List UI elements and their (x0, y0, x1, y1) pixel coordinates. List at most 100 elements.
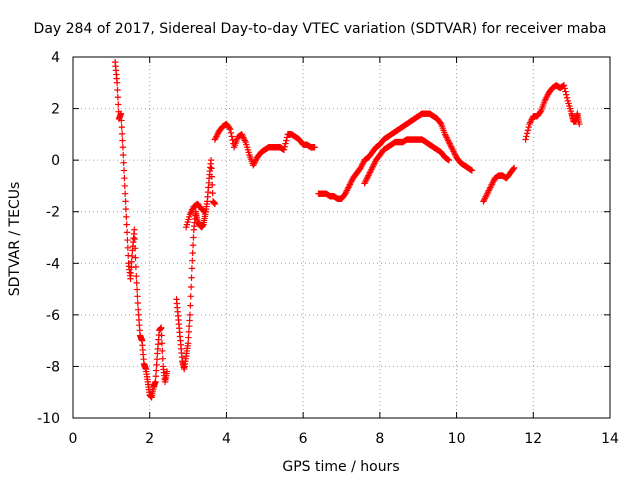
data-point (209, 181, 216, 189)
data-point (207, 156, 215, 164)
data-point (153, 361, 160, 369)
data-point (560, 82, 568, 89)
grid-lines (73, 57, 610, 418)
x-tick-label: 14 (601, 431, 619, 447)
data-point (124, 244, 132, 252)
y-tick-label: -8 (46, 359, 60, 375)
data-point (124, 236, 131, 244)
data-point (211, 200, 219, 208)
y-tick-label: -2 (46, 205, 60, 221)
data-point (152, 373, 160, 380)
data-point (133, 279, 140, 287)
data-point (128, 252, 136, 260)
data-point (153, 356, 161, 363)
data-point (158, 340, 166, 347)
chart-title: Day 284 of 2017, Sidereal Day-to-day VTE… (34, 21, 607, 37)
data-point (522, 136, 529, 143)
data-point (525, 123, 532, 131)
y-tick-label: 2 (51, 102, 60, 118)
data-point (524, 127, 532, 134)
data-point (188, 265, 196, 272)
data-point (189, 257, 196, 264)
data-point (163, 368, 171, 375)
data-point (510, 164, 518, 172)
data-point (280, 146, 288, 154)
data-point (134, 293, 141, 300)
data-point (133, 272, 140, 280)
plot-frame (72, 56, 611, 419)
data-point (152, 378, 159, 386)
data-point (187, 293, 194, 300)
data-point (123, 221, 130, 228)
data-point (281, 143, 288, 150)
data-point (114, 94, 122, 101)
data-points (111, 58, 583, 401)
y-tick-labels: 4 2 0 -2 -4 -6 -8 -10 (37, 50, 60, 427)
data-point (122, 198, 129, 205)
data-point (576, 120, 583, 128)
data-point (282, 140, 289, 147)
x-tick-label: 4 (222, 431, 231, 447)
data-point (123, 229, 131, 236)
data-point (283, 137, 290, 144)
data-point (127, 275, 134, 282)
data-point (121, 174, 128, 182)
data-point (118, 117, 125, 124)
data-point (158, 324, 165, 331)
data-point (563, 94, 571, 101)
data-point (189, 249, 196, 257)
y-tick-label: -4 (46, 256, 60, 272)
data-point (118, 123, 125, 131)
data-point (523, 130, 531, 137)
data-point (185, 328, 193, 336)
data-point (186, 311, 194, 319)
data-point (189, 242, 197, 249)
data-point (187, 302, 194, 309)
data-point (158, 332, 165, 339)
data-point (120, 151, 127, 159)
data-point (184, 340, 192, 347)
data-point (131, 245, 139, 252)
data-point (227, 126, 234, 133)
data-point (227, 129, 235, 137)
data-point (202, 208, 209, 215)
data-point (159, 347, 166, 355)
data-point (118, 130, 126, 138)
x-tick-label: 6 (299, 431, 308, 447)
data-point (208, 173, 216, 180)
data-point (120, 159, 127, 166)
data-point (523, 133, 530, 140)
data-point (127, 269, 135, 277)
data-point (562, 88, 569, 95)
x-tick-label: 2 (145, 431, 154, 447)
data-point (121, 182, 128, 190)
data-point (159, 355, 166, 362)
data-point (208, 165, 215, 172)
x-tick-label: 12 (524, 431, 542, 447)
data-point (311, 144, 318, 151)
data-point (119, 144, 127, 151)
data-point (117, 110, 125, 117)
data-point (119, 137, 126, 144)
data-point (131, 226, 138, 233)
data-point (132, 254, 139, 261)
y-tick-label: 0 (51, 153, 60, 169)
data-point (188, 274, 195, 281)
data-point (113, 79, 121, 86)
data-point (134, 299, 142, 307)
data-point (153, 367, 160, 374)
data-point (186, 317, 193, 324)
x-tick-label: 0 (69, 431, 78, 447)
axis-ticks (72, 56, 611, 419)
data-point (190, 234, 197, 241)
y-tick-label: 4 (51, 50, 60, 66)
data-point (510, 165, 517, 173)
data-point (229, 136, 236, 144)
data-point (186, 323, 193, 330)
data-point (468, 167, 476, 174)
data-point (131, 235, 138, 243)
data-point (187, 283, 195, 291)
x-tick-labels: 0 2 4 6 8 10 12 14 (69, 431, 619, 447)
data-point (445, 156, 453, 164)
